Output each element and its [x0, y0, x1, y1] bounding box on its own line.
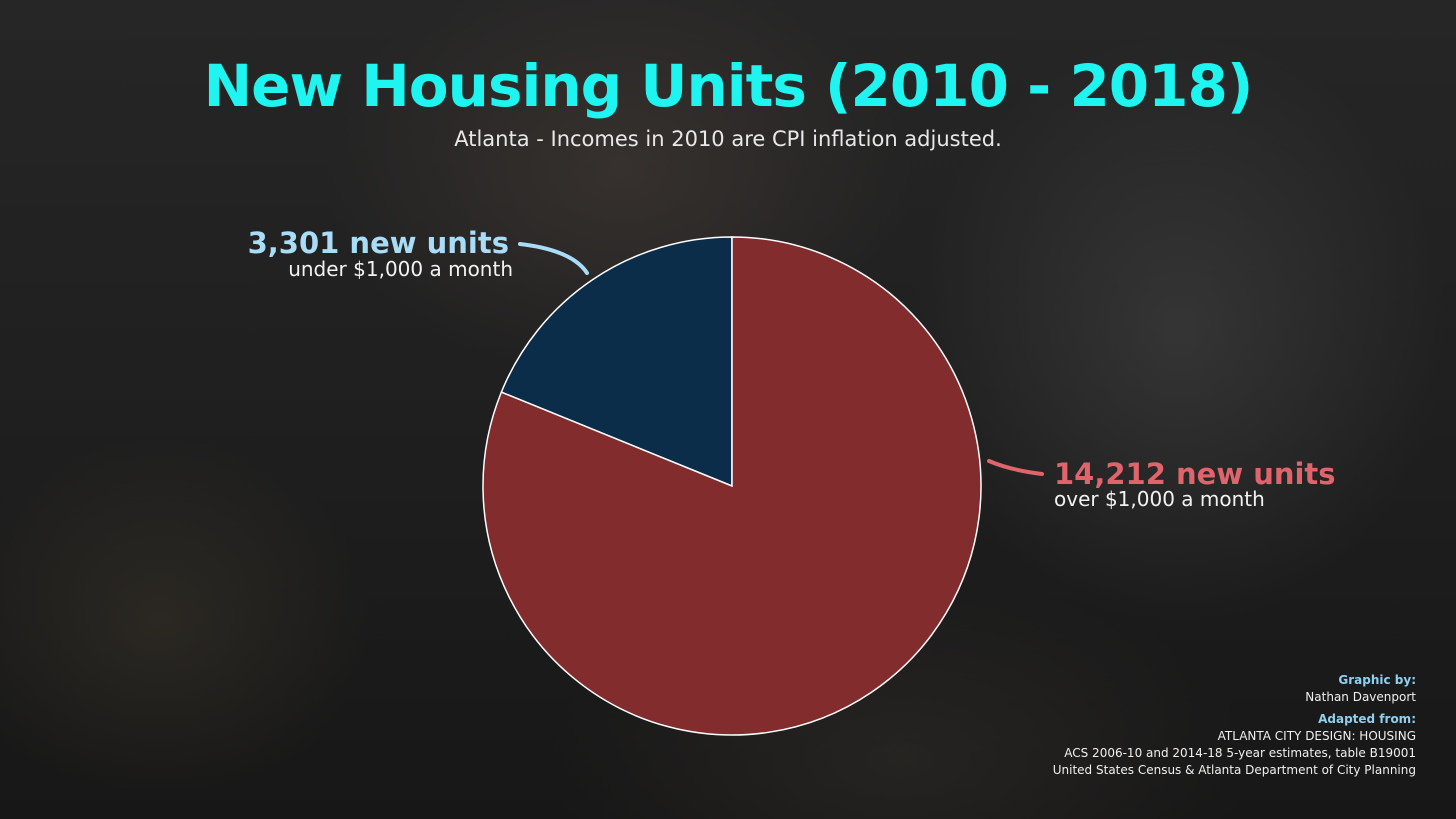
slice-sublabel-under: under $1,000 a month	[288, 257, 513, 281]
pie-slices	[482, 236, 982, 736]
source-line-1: ATLANTA CITY DESIGN: HOUSING	[1217, 729, 1416, 743]
adapted-from-label: Adapted from:	[1318, 712, 1416, 726]
pie-slice-over	[482, 236, 982, 736]
credits-block: Graphic by: Nathan Davenport Adapted fro…	[956, 672, 1416, 779]
slice-sublabel-over: over $1,000 a month	[1054, 487, 1265, 511]
graphic-by-label: Graphic by:	[1338, 673, 1416, 687]
leader-line-over	[987, 459, 1044, 476]
graphic-by-name: Nathan Davenport	[1305, 690, 1416, 704]
leader-line-under	[518, 242, 589, 275]
chart-subtitle: Atlanta - Incomes in 2010 are CPI inflat…	[454, 127, 1002, 151]
source-line-3: United States Census & Atlanta Departmen…	[1052, 763, 1416, 777]
chart-title: New Housing Units (2010 - 2018)	[203, 52, 1254, 120]
source-line-2: ACS 2006-10 and 2014-18 5-year estimates…	[1064, 746, 1416, 760]
slice-label-over: 14,212 new units	[1054, 457, 1336, 491]
slice-label-under: 3,301 new units	[248, 226, 509, 260]
pie-slice-under	[500, 236, 733, 488]
